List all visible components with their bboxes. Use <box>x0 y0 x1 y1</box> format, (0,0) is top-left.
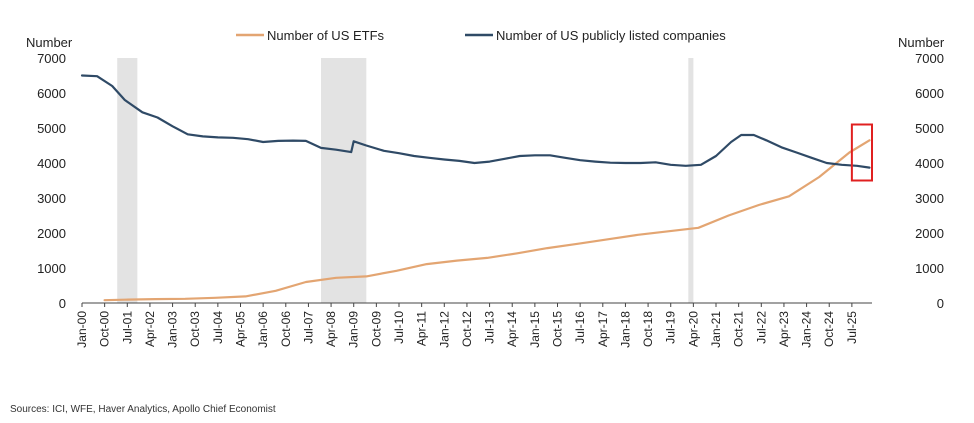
x-tick-label: Oct-24 <box>822 311 836 347</box>
y-tick-label-right: 1000 <box>915 261 944 276</box>
x-tick-label: Jul-07 <box>301 311 315 344</box>
x-tick-label: Jan-03 <box>166 311 180 348</box>
x-tick-label: Jul-19 <box>664 311 678 344</box>
y-axis-title-left: Number <box>26 35 73 50</box>
x-tick-label: Apr-17 <box>596 311 610 347</box>
x-tick-label: Jan-21 <box>709 311 723 348</box>
x-tick-label: Jan-18 <box>618 311 632 348</box>
y-tick-label-right: 3000 <box>915 191 944 206</box>
x-tick-label: Oct-12 <box>460 311 474 347</box>
y-axis-title-right: Number <box>898 35 945 50</box>
x-tick-label: Apr-08 <box>324 311 338 347</box>
x-tick-label: Oct-00 <box>98 311 112 347</box>
y-tick-label-left: 1000 <box>37 261 66 276</box>
x-tick-label: Jan-15 <box>528 311 542 348</box>
series-line <box>80 74 871 169</box>
y-tick-label-right: 7000 <box>915 51 944 66</box>
x-tick-label: Jul-22 <box>754 311 768 344</box>
axes: 0 0 1000 1000 2000 2000 3000 3000 4000 4000 5000 50… <box>26 35 945 348</box>
x-tick-label: Jan-12 <box>437 311 451 348</box>
y-tick-label-left: 5000 <box>37 121 66 136</box>
x-tick-label: Apr-23 <box>777 311 791 347</box>
x-tick-label: Jul-01 <box>120 311 134 344</box>
x-tick-label: Oct-03 <box>188 311 202 347</box>
y-tick-label-right: 5000 <box>915 121 944 136</box>
y-tick-label-left: 0 <box>59 296 66 311</box>
recession-band <box>688 58 694 303</box>
x-tick-label: Jul-16 <box>573 311 587 344</box>
y-tick-label-left: 4000 <box>37 156 66 171</box>
recession-band <box>321 58 367 303</box>
x-tick-label: Apr-05 <box>234 311 248 347</box>
x-tick-label: Apr-02 <box>143 311 157 347</box>
legend-label: Number of US publicly listed companies <box>496 28 726 43</box>
y-tick-label-right: 2000 <box>915 226 944 241</box>
highlight-box <box>850 123 874 182</box>
series-line <box>103 139 871 302</box>
x-tick-label: Jan-06 <box>256 311 270 348</box>
x-tick-label: Oct-21 <box>732 311 746 347</box>
y-tick-label-right: 0 <box>937 296 944 311</box>
recession-band <box>117 58 138 303</box>
y-tick-label-left: 2000 <box>37 226 66 241</box>
x-tick-label: Oct-15 <box>551 311 565 347</box>
recession-shading <box>117 58 694 303</box>
legend: Number of US ETFs Number of US publicly l… <box>236 28 726 43</box>
x-tick-label: Oct-18 <box>641 311 655 347</box>
x-tick-label: Jul-13 <box>483 311 497 344</box>
y-tick-label-right: 4000 <box>915 156 944 171</box>
highlight-rectangle <box>850 123 874 182</box>
x-tick-label: Oct-09 <box>369 311 383 347</box>
x-tick-label: Jan-24 <box>800 311 814 348</box>
x-tick-label: Jul-25 <box>845 311 859 344</box>
x-tick-label: Apr-14 <box>505 311 519 347</box>
y-tick-label-right: 6000 <box>915 86 944 101</box>
series <box>80 74 871 302</box>
source-note: Sources: ICI, WFE, Haver Analytics, Apol… <box>10 404 276 415</box>
y-tick-label-left: 3000 <box>37 191 66 206</box>
x-tick-label: Jul-10 <box>392 311 406 344</box>
x-tick-label: Apr-20 <box>686 311 700 347</box>
y-tick-label-left: 6000 <box>37 86 66 101</box>
legend-label: Number of US ETFs <box>267 28 385 43</box>
x-tick-label: Jan-00 <box>75 311 89 348</box>
x-tick-label: Apr-11 <box>415 311 429 346</box>
y-tick-label-left: 7000 <box>37 51 66 66</box>
x-tick-label: Jul-04 <box>211 311 225 344</box>
x-tick-label: Jan-09 <box>347 311 361 348</box>
x-tick-label: Oct-06 <box>279 311 293 347</box>
